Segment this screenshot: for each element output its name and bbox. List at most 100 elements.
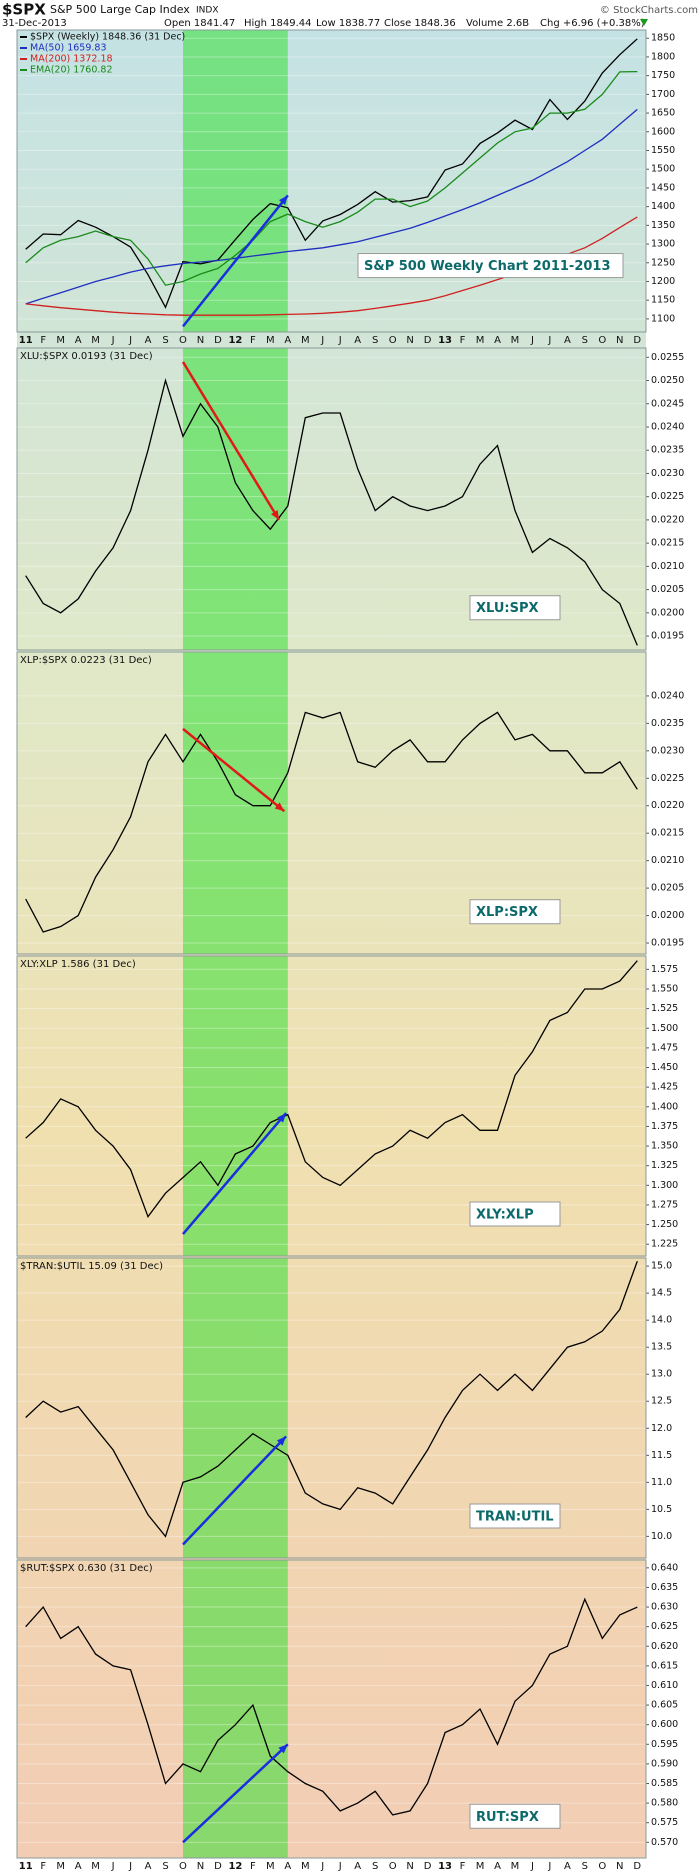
x-tick-label: M [56, 335, 65, 346]
legend-label: MA(50) 1659.83 [30, 43, 107, 54]
x-tick-label: A [564, 1861, 571, 1872]
x-tick-label: F [40, 1861, 46, 1872]
annotation: XLY:XLP [476, 1208, 534, 1223]
panel-border [16, 29, 647, 333]
x-tick-label: S [582, 1861, 588, 1872]
x-tick-label: F [250, 335, 256, 346]
annotation-box [469, 899, 561, 925]
highlight-band [182, 30, 288, 332]
y-tick-label: 0.0205 [651, 883, 684, 894]
x-tick-label: J [547, 335, 551, 346]
annotation: XLU:SPX [476, 601, 539, 616]
y-tick-label: 0.640 [651, 1562, 678, 1573]
x-tick-label: 11 [19, 335, 33, 346]
y-tick-label: 1100 [651, 313, 675, 324]
exchange: INDX [196, 6, 218, 16]
y-tick-label: 1.525 [651, 1003, 678, 1014]
arrow [182, 1112, 288, 1235]
x-tick-label: F [250, 1861, 256, 1872]
data-line [25, 70, 638, 286]
data-line [25, 1597, 638, 1816]
x-tick-label: S [162, 335, 168, 346]
y-tick-label: 1.375 [651, 1121, 678, 1132]
y-tick-label: 14.5 [651, 1288, 672, 1299]
y-tick-label: 0.610 [651, 1680, 678, 1691]
x-tick-label: J [338, 335, 342, 346]
x-tick-label: A [284, 335, 291, 346]
y-tick-label: 1.425 [651, 1082, 678, 1093]
y-tick-label: 12.5 [651, 1396, 672, 1407]
annotation: RUT:SPX [476, 1810, 539, 1825]
x-tick-label: F [40, 335, 46, 346]
y-tick-label: 0.600 [651, 1719, 678, 1730]
x-tick-label: M [266, 1861, 275, 1872]
y-tick-label: 0.0255 [651, 352, 684, 363]
x-tick-label: N [197, 1861, 204, 1872]
y-tick-label: 10.5 [651, 1504, 672, 1515]
x-tick-label: M [91, 1861, 100, 1872]
x-tick-label: O [179, 335, 187, 346]
y-tick-label: 11.5 [651, 1450, 672, 1461]
y-tick-label: 1.300 [651, 1180, 678, 1191]
y-tick-label: 0.0195 [651, 631, 684, 642]
x-tick-label: S [582, 335, 588, 346]
y-tick-label: 0.0240 [651, 421, 684, 432]
y-tick-label: 0.0240 [651, 690, 684, 701]
highlight-band [182, 1258, 288, 1558]
annotation: S&P 500 Weekly Chart 2011-2013 [364, 259, 611, 274]
y-tick-label: 1.550 [651, 983, 678, 994]
y-tick-label: 13.0 [651, 1369, 672, 1380]
x-tick-label: M [511, 335, 520, 346]
x-tick-label: A [494, 335, 501, 346]
x-tick-label: S [372, 335, 378, 346]
x-tick-label: 13 [438, 335, 452, 346]
arrow [182, 194, 289, 328]
y-tick-label: 1550 [651, 145, 675, 156]
x-tick-label: M [511, 1861, 520, 1872]
x-tick-label: M [56, 1861, 65, 1872]
y-tick-label: 12.0 [651, 1423, 672, 1434]
open: Open 1841.47 [164, 18, 235, 29]
panel-border [16, 1257, 647, 1559]
y-tick-label: 0.585 [651, 1778, 678, 1789]
arrow-head [276, 1436, 287, 1446]
data-line [25, 1260, 638, 1538]
y-tick-label: 0.0220 [651, 800, 684, 811]
y-tick-label: 1500 [651, 164, 675, 175]
x-tick-label: O [389, 335, 397, 346]
change-icon [640, 19, 648, 26]
annotation: XLP:SPX [476, 905, 538, 920]
y-tick-label: 0.0235 [651, 445, 684, 456]
x-tick-label: A [75, 1861, 82, 1872]
annotation: TRAN:UTIL [476, 1510, 554, 1525]
y-tick-label: 0.0210 [651, 855, 684, 866]
annotation-box [469, 595, 561, 621]
y-tick-label: 0.0250 [651, 375, 684, 386]
y-tick-label: 0.0230 [651, 468, 684, 479]
x-tick-label: D [424, 1861, 432, 1872]
x-tick-label: N [616, 1861, 623, 1872]
y-tick-label: 0.625 [651, 1621, 678, 1632]
y-tick-label: 1300 [651, 239, 675, 250]
x-tick-label: N [197, 335, 204, 346]
x-tick-label: D [633, 1861, 641, 1872]
y-tick-label: 0.590 [651, 1758, 678, 1769]
legend-label: MA(200) 1372.18 [30, 54, 113, 65]
arrow [181, 361, 281, 521]
x-tick-label: M [476, 335, 485, 346]
data-line [25, 378, 638, 646]
x-tick-label: J [111, 1861, 115, 1872]
x-tick-label: A [75, 335, 82, 346]
arrow-head [270, 510, 280, 520]
y-tick-label: 1600 [651, 126, 675, 137]
panel-border [16, 955, 647, 1257]
legend-swatch [20, 36, 27, 38]
panel-border [16, 1559, 647, 1859]
x-tick-label: D [214, 335, 222, 346]
y-tick-label: 1450 [651, 182, 675, 193]
x-tick-label: J [128, 1861, 132, 1872]
x-tick-label: O [598, 1861, 606, 1872]
data-line [25, 108, 638, 305]
y-tick-label: 1750 [651, 70, 675, 81]
